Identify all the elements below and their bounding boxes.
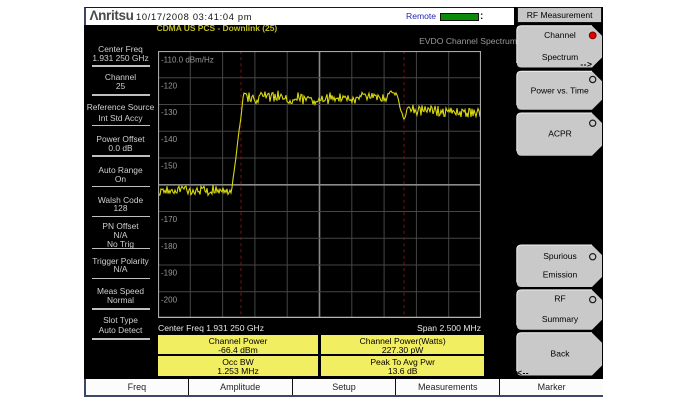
svg-text:Back: Back <box>551 349 571 359</box>
svg-text:Spurious: Spurious <box>543 251 577 261</box>
svg-text:-110.0 dBm/Hz: -110.0 dBm/Hz <box>161 55 214 64</box>
svg-text:Spectrum: Spectrum <box>542 52 578 62</box>
svg-text:-->: --> <box>580 59 592 69</box>
svg-text:-180: -180 <box>161 241 178 250</box>
svg-text:Channel: Channel <box>544 30 576 40</box>
svg-text:Emission: Emission <box>543 269 578 279</box>
svg-text:-190: -190 <box>161 268 178 277</box>
svg-text:ACPR: ACPR <box>548 129 572 139</box>
svg-text:-200: -200 <box>161 295 178 304</box>
svg-text:Summary: Summary <box>542 314 579 324</box>
svg-text:<--: <-- <box>517 368 529 378</box>
svg-text:-170: -170 <box>161 215 178 224</box>
svg-text:-120: -120 <box>161 81 178 90</box>
svg-text:-130: -130 <box>161 108 178 117</box>
svg-text:-150: -150 <box>161 161 178 170</box>
svg-text:Power vs. Time: Power vs. Time <box>531 86 589 96</box>
svg-text:RF: RF <box>554 294 565 304</box>
svg-text:-140: -140 <box>161 135 178 144</box>
